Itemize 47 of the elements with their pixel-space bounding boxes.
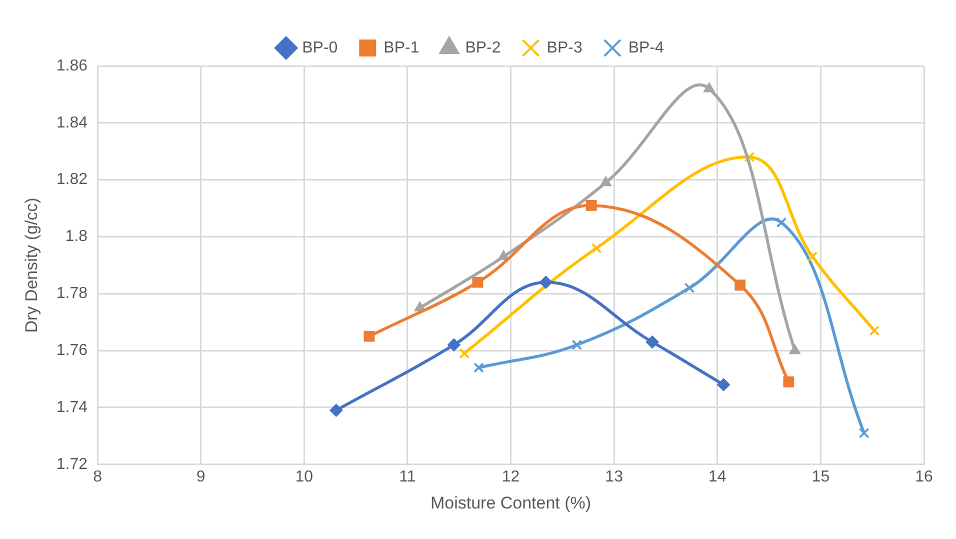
point xyxy=(807,251,818,262)
y-tick-label: 1.78 xyxy=(56,285,88,302)
y-tick-label: 1.76 xyxy=(56,342,88,359)
x-tick-label: 8 xyxy=(93,468,102,486)
y-axis-title: Dry Density (g/cc) xyxy=(22,198,41,333)
x-tick-label: 12 xyxy=(502,468,520,486)
point xyxy=(600,176,612,186)
point xyxy=(447,338,460,352)
point xyxy=(717,378,730,392)
y-tick-label: 1.8 xyxy=(65,228,88,246)
x-axis-title: Moisture Content (%) xyxy=(430,493,592,512)
x-tick-label: 11 xyxy=(399,468,416,486)
legend-label: BP-2 xyxy=(465,39,501,56)
point xyxy=(364,330,375,342)
point xyxy=(783,376,794,388)
y-tick-label: 1.82 xyxy=(56,171,88,188)
point xyxy=(869,325,880,336)
y-tick-label: 1.74 xyxy=(56,398,88,416)
point xyxy=(474,362,484,373)
y-tick-label: 1.86 xyxy=(56,57,88,74)
point xyxy=(744,152,755,162)
point xyxy=(776,217,787,228)
point xyxy=(734,280,746,291)
x-tick-label: 13 xyxy=(605,468,624,486)
point xyxy=(591,242,602,254)
point xyxy=(459,348,470,359)
x-tick-label: 14 xyxy=(708,468,726,486)
point xyxy=(858,428,870,438)
y-tick-label: 1.72 xyxy=(56,456,88,473)
point xyxy=(539,276,552,289)
legend-label: BP-3 xyxy=(546,39,582,56)
point xyxy=(646,336,659,349)
point xyxy=(789,344,801,354)
point xyxy=(703,82,715,92)
point xyxy=(472,276,484,288)
y-tick-label: 1.84 xyxy=(56,114,88,132)
point xyxy=(572,340,582,350)
x-tick-label: 10 xyxy=(295,468,314,486)
x-tick-label: 16 xyxy=(915,468,933,486)
legend-label: BP-1 xyxy=(384,39,420,56)
legend-label: BP-0 xyxy=(302,39,338,56)
point xyxy=(330,404,343,417)
legend-label: BP-4 xyxy=(628,39,664,56)
point xyxy=(684,282,695,294)
x-tick-label: 9 xyxy=(196,468,206,486)
point xyxy=(586,200,597,211)
x-tick-label: 15 xyxy=(812,468,830,486)
